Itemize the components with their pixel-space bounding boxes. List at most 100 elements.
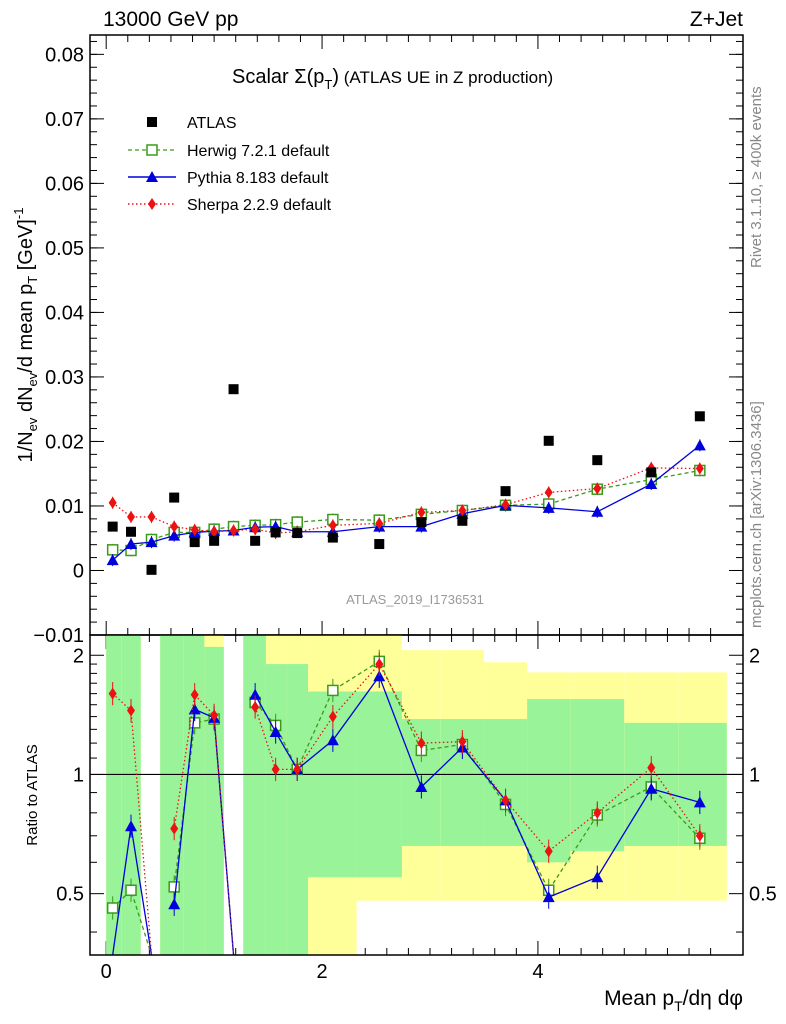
ratio-point-1 — [125, 820, 138, 832]
series-point-2 — [593, 482, 602, 495]
data-point — [146, 564, 157, 575]
series-line-1 — [112, 444, 701, 561]
series-point-1 — [125, 538, 138, 550]
title-main: Scalar Σ(p — [232, 66, 324, 88]
legend-marker-herwig — [146, 144, 158, 156]
ratio-point-1 — [645, 782, 658, 794]
ratio-point-1 — [591, 871, 604, 883]
chart-title: Scalar Σ(pT) (ATLAS UE in Z production) — [232, 66, 553, 92]
data-point — [250, 535, 261, 546]
header-right-label: Z+Jet — [690, 8, 743, 31]
legend-label-herwig: Herwig 7.2.1 default — [187, 143, 330, 160]
ratio-point-2 — [417, 737, 426, 750]
ratio-tick-label: 1 — [73, 764, 84, 786]
y-tick-label: 0.07 — [45, 109, 84, 131]
series-point-1 — [693, 439, 706, 451]
ratio-point-2 — [647, 761, 656, 774]
data-point — [374, 539, 385, 550]
series-point-2 — [417, 506, 426, 519]
uncertainty-band-green — [243, 635, 266, 955]
series-line-2 — [112, 467, 700, 534]
uncertainty-band-green — [678, 722, 727, 846]
series-point-1 — [591, 505, 604, 517]
ratio-point-0 — [106, 902, 119, 914]
data-point — [694, 411, 705, 422]
ratio-point-1 — [249, 688, 262, 700]
legend-label-sherpa: Sherpa 2.2.9 default — [187, 197, 332, 214]
data-point — [169, 492, 180, 503]
y-axis-label: 1/Nev dNev/d mean pT [GeV]-1 — [11, 208, 40, 463]
ratio-point-2 — [501, 794, 510, 807]
series-point-2 — [695, 462, 704, 475]
legend-marker-pythia — [146, 171, 158, 182]
y-tick-label: 0.05 — [45, 238, 84, 260]
y-tick-label: 0.03 — [45, 367, 84, 389]
series-point-1 — [542, 501, 555, 513]
data-point — [500, 486, 511, 497]
data-point — [107, 521, 118, 532]
ratio-line-2 — [173, 693, 235, 956]
x-tick-label: 4 — [532, 961, 543, 983]
data-point — [292, 528, 303, 539]
series-point-2 — [375, 517, 384, 530]
ratio-point-2 — [695, 829, 704, 842]
header-left-label: 13000 GeV pp — [103, 8, 238, 31]
title-sub: T — [324, 77, 332, 92]
ratio-point-2 — [271, 763, 280, 776]
uncertainty-band-green — [308, 691, 357, 878]
uncertainty-band-green — [265, 664, 287, 955]
series-point-2 — [108, 496, 117, 509]
ratio-line-1 — [254, 674, 701, 898]
y-tick-label: −0.01 — [33, 625, 84, 647]
data-point — [416, 517, 427, 528]
ratio-point-1 — [326, 734, 339, 746]
watermark-label: ATLAS_2019_I1736531 — [346, 592, 484, 607]
y-tick-label: 0 — [73, 560, 84, 582]
ratio-point-2 — [593, 806, 602, 819]
series-point-1 — [168, 529, 181, 541]
series-point-2 — [544, 486, 553, 499]
series-point-1 — [645, 478, 658, 490]
y-tick-label: 0.08 — [45, 44, 84, 66]
legend: ATLAS Herwig 7.2.1 default Pythia 8.183 … — [128, 115, 332, 214]
ratio-point-1 — [693, 796, 706, 808]
series-point-2 — [328, 519, 337, 532]
ratio-point-2 — [108, 687, 117, 700]
data-point — [209, 535, 220, 546]
series-point-1 — [106, 554, 119, 566]
data-point — [270, 527, 281, 538]
ratio-point-2 — [170, 822, 179, 835]
legend-marker-sherpa — [148, 198, 156, 210]
ratio-point-2 — [375, 658, 384, 671]
ratio-tick-label-right: 0.5 — [749, 884, 777, 906]
data-point — [543, 435, 554, 446]
legend-label-atlas: ATLAS — [187, 115, 237, 132]
ratio-tick-label-right: 2 — [749, 645, 760, 667]
ratio-tick-label: 0.5 — [56, 884, 84, 906]
ratio-tick-label-right: 1 — [749, 764, 760, 786]
title-rest: (ATLAS UE in Z production) — [339, 68, 553, 87]
y-tick-label: 0.06 — [45, 173, 84, 195]
legend-marker-atlas — [147, 117, 157, 127]
uncertainty-band-green — [527, 699, 571, 863]
title-close: ) — [332, 66, 339, 88]
ratio-point-2 — [127, 704, 136, 717]
data-point — [126, 526, 137, 537]
series-point-2 — [210, 525, 219, 538]
data-point — [228, 384, 239, 395]
series-point-2 — [127, 510, 136, 523]
uncertainty-band-green — [286, 664, 309, 955]
series-point-2 — [458, 504, 467, 517]
y-tick-label: 0.01 — [45, 496, 84, 518]
mcplots-side-label: mcplots.cern.ch [arXiv:1306.3436] — [748, 401, 765, 628]
series-point-2 — [147, 510, 156, 523]
ratio-line-0 — [112, 889, 153, 956]
y-tick-label: 0.04 — [45, 302, 84, 324]
uncertainty-band-green — [160, 635, 184, 955]
data-point — [592, 455, 603, 466]
uncertainty-band-green — [121, 635, 141, 955]
ratio-point-1 — [269, 726, 282, 738]
series-point-2 — [229, 524, 238, 537]
uncertainty-band-green — [106, 635, 122, 955]
